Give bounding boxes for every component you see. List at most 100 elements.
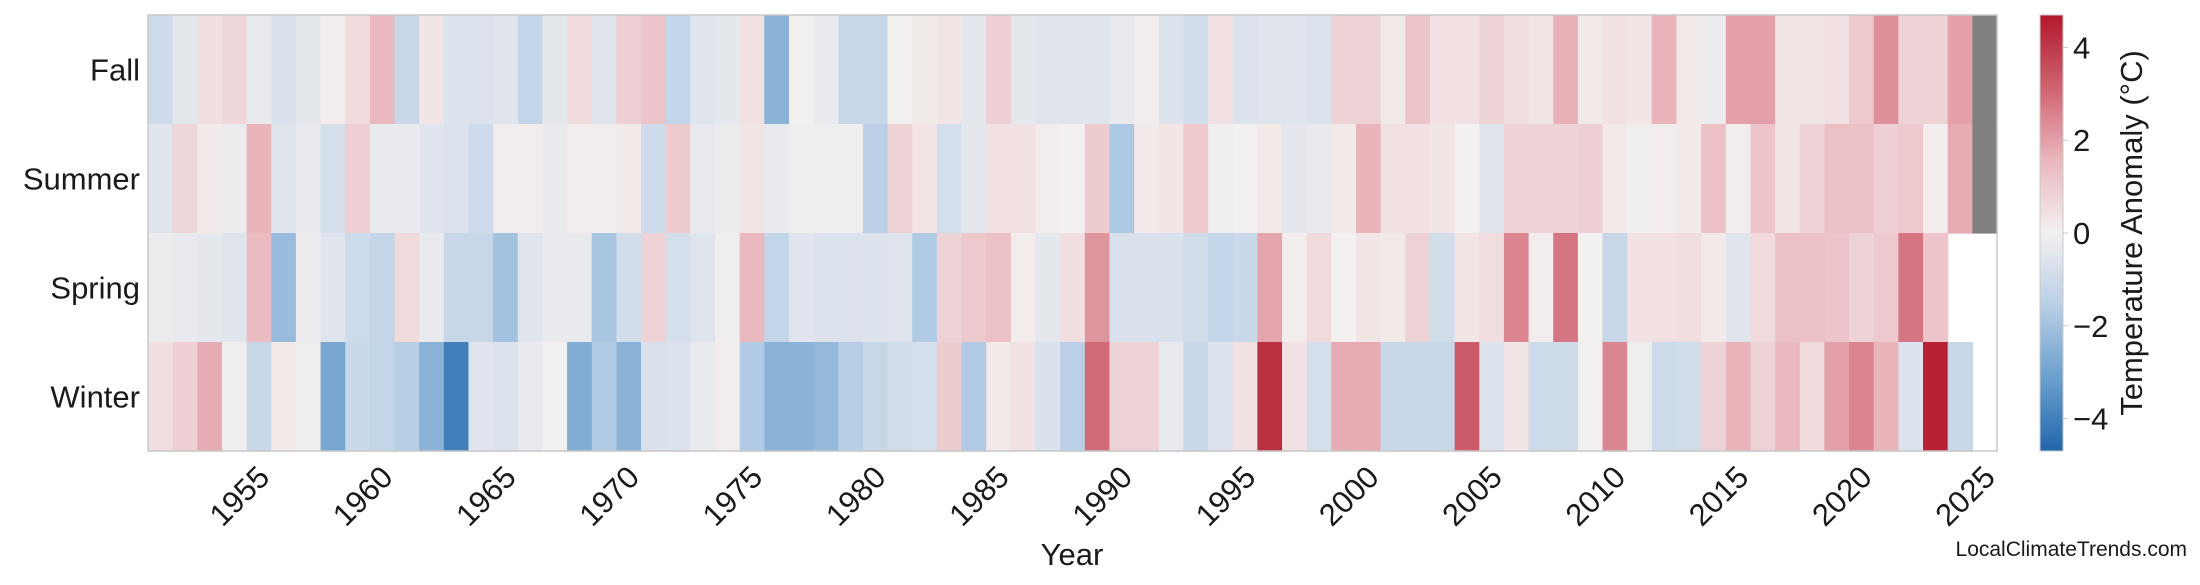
heatmap-cell-spring-2008 [1553,233,1579,343]
heatmap-cell-winter-1995 [1232,342,1258,452]
heatmap-cell-spring-1989 [1084,233,1111,343]
heatmap-cell-summer-1980 [862,124,889,234]
heatmap-cell-spring-1956 [271,233,297,343]
heatmap-cell-spring-1971 [641,233,667,343]
colorbar-tick-label: −2 [2073,309,2108,344]
heatmap-cell-winter-1980 [862,342,889,452]
heatmap-cell-winter-1968 [567,342,593,452]
heatmap-cell-spring-2014 [1701,233,1727,343]
heatmap-cell-fall-1952 [172,15,198,125]
row-label-fall: Fall [90,53,140,88]
heatmap-cell-summer-1966 [517,124,544,234]
heatmap-cell-fall-1989 [1084,15,1111,125]
x-tick-label-1955: 1955 [203,459,277,533]
heatmap-cell-winter-2012 [1651,342,1678,452]
heatmap-cell-summer-1968 [567,124,593,234]
heatmap-cell-fall-1965 [493,15,519,125]
heatmap-cell-spring-1962 [419,233,445,343]
x-tick-label-2020: 2020 [1805,459,1879,533]
heatmap-cell-spring-1983 [936,233,963,343]
heatmap-cell-summer-1964 [468,124,494,234]
heatmap-cell-summer-2024 [1947,124,1973,234]
heatmap-cell-summer-1965 [493,124,519,234]
x-axis-label: Year [1041,537,1104,572]
heatmap-cell-fall-1971 [641,15,667,125]
heatmap-cell-fall-1957 [295,15,322,125]
heatmap-cell-fall-2023 [1923,15,1949,125]
heatmap-cell-spring-2009 [1577,233,1604,343]
heatmap-cell-summer-1951 [148,124,174,234]
heatmap-cell-spring-2022 [1898,233,1924,343]
heatmap-cell-fall-2006 [1503,15,1530,125]
heatmap-cell-summer-2002 [1405,124,1431,234]
heatmap-cell-fall-1986 [1010,15,1037,125]
heatmap-cell-winter-2019 [1824,342,1850,452]
x-tick-label-1980: 1980 [819,459,893,533]
heatmap-cell-winter-1985 [986,342,1012,452]
heatmap-cell-spring-1974 [715,233,741,343]
x-tick-label-2005: 2005 [1435,459,1509,533]
heatmap-cell-fall-1964 [468,15,494,125]
heatmap-cell-summer-1953 [197,124,223,234]
heatmap-cell-summer-2004 [1454,124,1480,234]
heatmap-cell-winter-1987 [1035,342,1061,452]
heatmap-cell-spring-1975 [739,233,765,343]
heatmap-cell-fall-1978 [813,15,839,125]
heatmap-cell-summer-1972 [665,124,691,234]
heatmap-cell-winter-2016 [1750,342,1776,452]
heatmap-cell-spring-1951 [148,233,174,343]
heatmap-cell-winter-2005 [1479,342,1505,452]
heatmap-cell-fall-1974 [715,15,741,125]
heatmap-cells [148,15,1998,452]
heatmap-cell-spring-2012 [1651,233,1678,343]
heatmap-cell-summer-1984 [961,124,987,234]
heatmap-cell-summer-2007 [1528,124,1554,234]
heatmap-cell-winter-2022 [1898,342,1924,452]
heatmap-cell-fall-2020 [1849,15,1875,125]
heatmap-cell-fall-2013 [1676,15,1702,125]
heatmap-cell-fall-1975 [739,15,765,125]
heatmap-cell-spring-1964 [468,233,494,343]
heatmap-cell-winter-2003 [1429,342,1456,452]
heatmap-cell-spring-1957 [295,233,322,343]
heatmap-cell-spring-1980 [862,233,889,343]
heatmap-cell-summer-1970 [616,124,642,234]
colorbar [2039,14,2064,452]
x-tick-label-2025: 2025 [1928,459,2002,533]
row-label-winter: Winter [50,380,140,415]
heatmap-cell-fall-1961 [394,15,420,125]
heatmap-cell-summer-2009 [1577,124,1604,234]
heatmap-cell-winter-1984 [961,342,987,452]
heatmap-cell-winter-1963 [443,342,470,452]
heatmap-cell-spring-2010 [1602,233,1628,343]
heatmap-cell-summer-2008 [1553,124,1579,234]
heatmap-cell-summer-1983 [936,124,963,234]
heatmap-cell-summer-1986 [1010,124,1037,234]
x-tick-labels: 1955 1960 1965 1970 1975 1980 1985 1990 1995 2000… [203,459,2002,533]
heatmap-cell-summer-1960 [369,124,396,234]
heatmap-cell-winter-2023 [1923,342,1949,452]
heatmap-cell-winter-2000 [1356,342,1382,452]
heatmap-cell-summer-1959 [345,124,371,234]
heatmap-cell-spring-1998 [1306,233,1332,343]
heatmap-cell-fall-1970 [616,15,642,125]
heatmap-cell-fall-1972 [665,15,691,125]
row-label-spring: Spring [50,271,140,306]
heatmap-cell-fall-1955 [246,15,272,125]
heatmap-cell-fall-1997 [1282,15,1308,125]
heatmap-cell-spring-1987 [1035,233,1061,343]
heatmap-cell-spring-2005 [1479,233,1505,343]
x-tick-label-1985: 1985 [942,459,1016,533]
heatmap-cell-fall-2018 [1799,15,1826,125]
heatmap-cell-winter-1973 [690,342,716,452]
heatmap-cell-fall-1980 [862,15,889,125]
heatmap-cell-winter-2020 [1849,342,1875,452]
heatmap-cell-summer-2020 [1849,124,1875,234]
heatmap-cell-fall-1977 [788,15,815,125]
heatmap-cell-spring-1994 [1208,233,1234,343]
heatmap-cell-summer-1956 [271,124,297,234]
heatmap-cell-summer-2023 [1923,124,1949,234]
heatmap-cell-winter-1960 [369,342,396,452]
heatmap-cell-winter-1986 [1010,342,1037,452]
